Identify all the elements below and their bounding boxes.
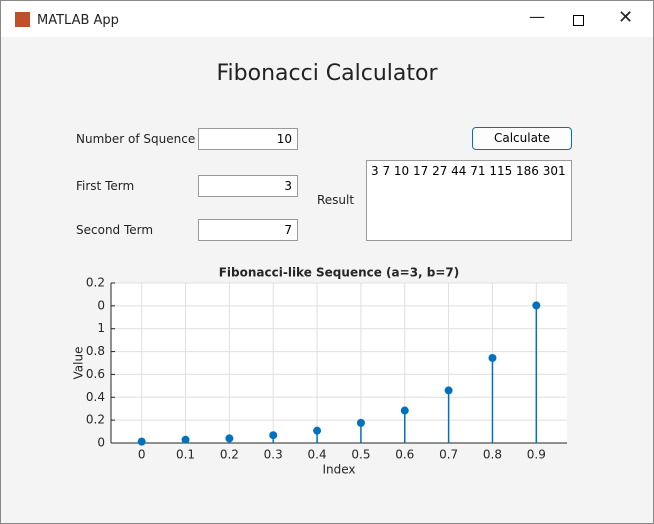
x-tick-label: 0.5 (351, 448, 370, 462)
number-input[interactable]: 10 (198, 128, 298, 150)
x-tick-label: 0.8 (483, 448, 502, 462)
y-tick-label: 0.2 (86, 413, 105, 427)
minimize-button[interactable]: — (529, 7, 545, 26)
y-tick-label: 0 (97, 436, 105, 450)
x-tick-label: 0.6 (395, 448, 414, 462)
result-label: Result (317, 193, 355, 207)
y-tick-label: 0.4 (86, 390, 105, 404)
close-button[interactable]: ✕ (618, 7, 634, 28)
window-title: MATLAB App (37, 13, 119, 28)
x-tick-label: 0.9 (527, 448, 546, 462)
x-tick-label: 0.1 (176, 448, 195, 462)
stem-marker (356, 418, 365, 427)
x-tick-label: 0 (138, 448, 146, 462)
stem-marker (488, 353, 497, 362)
app-icon (15, 12, 30, 27)
stem-marker (137, 437, 146, 446)
title-bar: MATLAB App — ✕ (1, 1, 653, 37)
chart-title: Fibonacci-like Sequence (a=3, b=7) (219, 266, 460, 280)
x-tick-label: 0.7 (439, 448, 458, 462)
x-tick-label: 0.4 (308, 448, 327, 462)
calculate-button[interactable]: Calculate (472, 127, 572, 150)
y-tick-label: 1 (97, 321, 105, 335)
stem-marker (181, 435, 190, 444)
x-tick-label: 0.2 (220, 448, 239, 462)
y-axis-label: Value (72, 347, 86, 380)
stem-marker (313, 426, 322, 435)
number-input[interactable]: 3 (198, 175, 298, 197)
x-axis-label: Index (322, 463, 355, 477)
field-label: First Term (76, 179, 135, 193)
stem-marker (225, 434, 234, 443)
stem-marker (444, 386, 453, 395)
plot-area (111, 283, 567, 443)
field-label: Second Term (76, 223, 154, 237)
y-tick-label: 0.6 (86, 367, 105, 381)
number-input[interactable]: 7 (198, 219, 298, 241)
y-tick-label: 0.2 (86, 276, 105, 290)
result-textarea[interactable]: 3 7 10 17 27 44 71 115 186 301 (366, 160, 572, 241)
x-tick-label: 0.3 (264, 448, 283, 462)
maximize-button[interactable] (573, 15, 584, 26)
stem-marker (532, 301, 541, 310)
stem-marker (269, 431, 278, 440)
app-title: Fibonacci Calculator (216, 61, 438, 86)
y-tick-label: 0 (97, 298, 105, 312)
stem-marker (400, 406, 409, 415)
y-tick-label: 0.8 (86, 344, 105, 358)
field-label: Number of Squence (76, 132, 196, 146)
